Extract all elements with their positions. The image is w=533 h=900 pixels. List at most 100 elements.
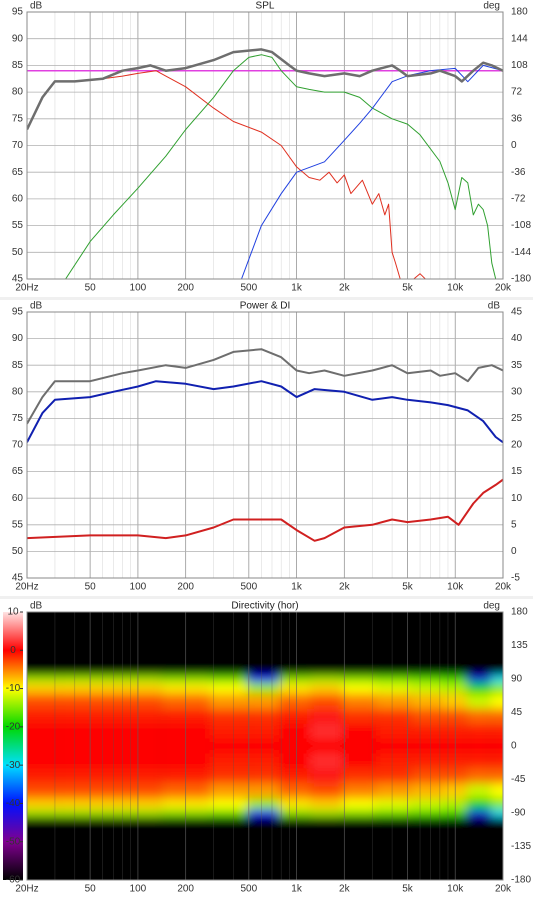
heatmap-cell (310, 783, 343, 799)
plot-border (26, 11, 504, 280)
x-tick-label: 100 (130, 283, 147, 294)
heatmap-cell (375, 658, 412, 676)
heatmap-cell (27, 768, 59, 784)
heatmap-cell (342, 682, 376, 694)
y2-tick-label: 180 (511, 7, 528, 18)
heatmap-cell (58, 816, 115, 834)
y-axis-label: dB (30, 301, 43, 312)
plot-border (26, 311, 504, 579)
heatmap-cell (58, 798, 115, 810)
y2-tick-label: -72 (511, 194, 526, 205)
heatmap-cell (310, 809, 343, 817)
heatmap-cell (278, 863, 311, 880)
heatmap-cell (27, 833, 59, 864)
heatmap-cell (27, 628, 59, 659)
x-tick-label: 20k (495, 582, 512, 593)
y-tick-label: 55 (12, 220, 24, 231)
heatmap-cell (278, 682, 311, 694)
heatmap-cell (342, 753, 376, 769)
heatmap-cell (209, 612, 248, 629)
series-line (27, 478, 503, 542)
y2-axis-label: deg (483, 1, 500, 12)
x-tick-label: 1k (291, 884, 303, 895)
heatmap-cell (310, 798, 343, 810)
heatmap-cell (342, 816, 376, 834)
y2-tick-label: 20 (511, 440, 523, 451)
x-tick-label: 20Hz (15, 582, 38, 593)
heatmap-cell (375, 675, 412, 683)
heatmap-cell (310, 723, 343, 739)
heatmap-cell (58, 809, 115, 817)
heatmap-cell (466, 628, 491, 659)
heatmap-cell (490, 798, 503, 810)
heatmap-cell (209, 708, 248, 724)
heatmap-cell (490, 738, 503, 754)
heatmap-cell (247, 833, 279, 864)
y2-tick-label: -108 (511, 220, 531, 231)
heatmap-cell (209, 768, 248, 784)
heatmap-cell (58, 628, 115, 659)
heatmap-cell (411, 693, 443, 709)
y2-tick-label: 35 (511, 360, 523, 371)
heatmap-cell (342, 612, 376, 629)
x-tick-label: 5k (402, 283, 414, 294)
x-tick-label: 50 (85, 884, 97, 895)
y-tick-label: 60 (12, 493, 24, 504)
chart-title: Directivity (hor) (231, 601, 298, 612)
heatmap-cell (411, 816, 443, 834)
heatmap-cell (310, 658, 343, 676)
heatmap-cell (490, 682, 503, 694)
y-tick-label: 45 (12, 274, 24, 285)
heatmap-cell (278, 693, 311, 709)
heatmap-cell (247, 738, 279, 754)
heatmap-cell (310, 612, 343, 629)
heatmap-cell (342, 863, 376, 880)
heatmap-cell (342, 675, 376, 683)
heatmap-cell (247, 809, 279, 817)
y-tick-label: 70 (12, 440, 24, 451)
y-tick-label: 75 (12, 113, 24, 124)
heatmap-cell (310, 693, 343, 709)
heatmap-cell (310, 682, 343, 694)
y-tick-label: 85 (12, 360, 24, 371)
heatmap-cell (58, 658, 115, 676)
heatmap-cell (411, 768, 443, 784)
heatmap-cell (278, 798, 311, 810)
heatmap-cell (411, 658, 443, 676)
heatmap-cell (27, 658, 59, 676)
y-tick-label: 60 (12, 194, 24, 205)
heatmap-cell (375, 809, 412, 817)
heatmap-cell (278, 768, 311, 784)
x-tick-label: 50 (85, 582, 97, 593)
heatmap-cell (278, 783, 311, 799)
heatmap-cell (375, 708, 412, 724)
heatmap-cell (490, 783, 503, 799)
heatmap-cell (310, 628, 343, 659)
heatmap-cell (411, 798, 443, 810)
heatmap-cell (466, 693, 491, 709)
colorbar-tick-label: -40 (6, 798, 21, 809)
y2-tick-label: 72 (511, 87, 523, 98)
heatmap-cell (58, 723, 115, 739)
heatmap-cell (58, 693, 115, 709)
heatmap-cell (247, 783, 279, 799)
x-tick-label: 20Hz (15, 884, 38, 895)
heatmap-cell (490, 863, 503, 880)
heatmap-cell (342, 783, 376, 799)
series-line (27, 48, 503, 131)
heatmap-cell (247, 768, 279, 784)
heatmap-cell (209, 783, 248, 799)
heatmap-cell (310, 863, 343, 880)
heatmap-cell (209, 798, 248, 810)
heatmap-cell (278, 816, 311, 834)
y-tick-label: 70 (12, 140, 24, 151)
heatmap-cell (375, 816, 412, 834)
heatmap-cell (278, 708, 311, 724)
colorbar-tick-label: 0 (10, 645, 16, 656)
heatmap-cell (27, 682, 59, 694)
heatmap-cell (490, 708, 503, 724)
y2-tick-label: -180 (511, 274, 531, 285)
y-tick-label: -180 (511, 875, 531, 886)
x-tick-label: 10k (447, 884, 464, 895)
y-tick-label: -45 (511, 774, 526, 785)
